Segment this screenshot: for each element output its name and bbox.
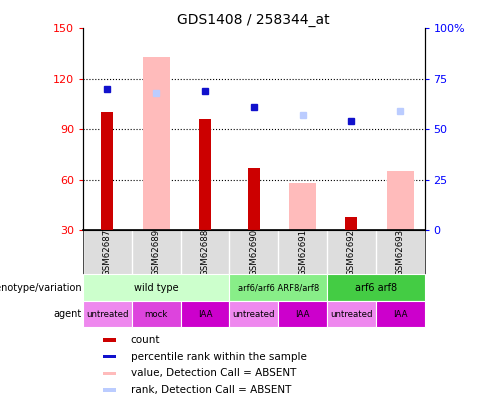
Text: GSM62692: GSM62692 bbox=[347, 229, 356, 276]
Text: GSM62693: GSM62693 bbox=[396, 229, 405, 276]
Bar bbox=[278, 301, 327, 328]
Bar bbox=[248, 168, 260, 230]
Bar bbox=[103, 372, 116, 375]
Text: agent: agent bbox=[54, 309, 82, 319]
Bar bbox=[102, 113, 113, 230]
Bar bbox=[229, 301, 278, 328]
Text: GSM62689: GSM62689 bbox=[152, 229, 161, 276]
Bar bbox=[229, 275, 327, 301]
Text: IAA: IAA bbox=[393, 310, 407, 319]
Text: untreated: untreated bbox=[86, 310, 129, 319]
Text: GSM62691: GSM62691 bbox=[298, 229, 307, 276]
Text: GSM62688: GSM62688 bbox=[201, 229, 209, 276]
Text: IAA: IAA bbox=[295, 310, 310, 319]
Bar bbox=[289, 183, 316, 230]
Text: untreated: untreated bbox=[232, 310, 275, 319]
Bar bbox=[386, 171, 413, 230]
Bar bbox=[103, 388, 116, 392]
Text: untreated: untreated bbox=[330, 310, 373, 319]
Text: percentile rank within the sample: percentile rank within the sample bbox=[131, 352, 306, 362]
Text: arf6/arf6 ARF8/arf8: arf6/arf6 ARF8/arf8 bbox=[238, 283, 319, 292]
Bar bbox=[103, 355, 116, 358]
Text: wild type: wild type bbox=[134, 283, 179, 293]
Bar bbox=[181, 301, 229, 328]
Bar bbox=[376, 301, 425, 328]
Bar bbox=[143, 57, 170, 230]
Text: genotype/variation: genotype/variation bbox=[0, 283, 82, 293]
Text: value, Detection Call = ABSENT: value, Detection Call = ABSENT bbox=[131, 368, 296, 378]
Bar bbox=[132, 301, 181, 328]
Text: mock: mock bbox=[144, 310, 168, 319]
Bar bbox=[83, 275, 229, 301]
Bar bbox=[199, 119, 211, 230]
Bar bbox=[83, 301, 132, 328]
Text: IAA: IAA bbox=[198, 310, 212, 319]
Title: GDS1408 / 258344_at: GDS1408 / 258344_at bbox=[178, 13, 330, 27]
Bar bbox=[103, 339, 116, 341]
Text: rank, Detection Call = ABSENT: rank, Detection Call = ABSENT bbox=[131, 385, 291, 395]
Text: GSM62687: GSM62687 bbox=[103, 229, 112, 276]
Text: GSM62690: GSM62690 bbox=[249, 229, 258, 276]
Text: arf6 arf8: arf6 arf8 bbox=[355, 283, 397, 293]
Bar bbox=[346, 217, 357, 230]
Text: count: count bbox=[131, 335, 160, 345]
Bar bbox=[327, 275, 425, 301]
Bar bbox=[327, 301, 376, 328]
